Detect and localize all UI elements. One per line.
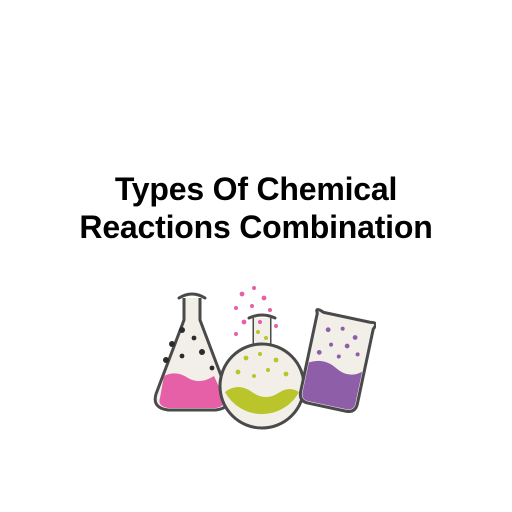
erlenmeyer-flask-icon xyxy=(155,294,229,410)
title-line-2: Reactions Combination xyxy=(79,209,432,245)
flasks-illustration xyxy=(136,280,376,460)
page: Types Of Chemical Reactions Combination xyxy=(0,0,512,512)
round-flask-icon xyxy=(220,315,304,428)
beaker-icon xyxy=(298,309,376,413)
flasks-svg xyxy=(136,280,376,460)
title-line-1: Types Of Chemical xyxy=(115,171,397,207)
page-title: Types Of Chemical Reactions Combination xyxy=(0,170,512,247)
